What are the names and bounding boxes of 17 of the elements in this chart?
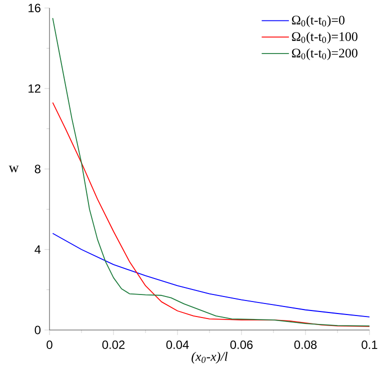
x-axis-title: (x$_{0}$-x)/l <box>192 352 228 364</box>
y-tick-label: 16 <box>28 4 40 12</box>
y-axis-title: w <box>8 166 19 172</box>
x-tick-label: 0.08 <box>294 340 317 349</box>
legend-label: Ω$_{0}$(t-t$_{0}$)=0 <box>292 15 344 28</box>
y-tick-label: 8 <box>34 164 40 174</box>
y-tick-label: 0 <box>34 326 41 334</box>
x-tick-label: 0.06 <box>230 340 253 349</box>
x-tick-label: 0 <box>46 340 52 349</box>
x-tick-label: 0.04 <box>166 340 189 349</box>
x-tick-label: 0.02 <box>102 340 125 349</box>
y-tick-label: 12 <box>28 84 40 93</box>
legend-label: Ω$_{0}$(t-t$_{0}$)=200 <box>292 48 358 60</box>
line-series <box>52 232 370 318</box>
x-tick-label: 0.1 <box>362 340 378 349</box>
y-tick-label: 4 <box>34 245 41 254</box>
legend-label: Ω$_{0}$(t-t$_{0}$)=100 <box>292 32 358 44</box>
